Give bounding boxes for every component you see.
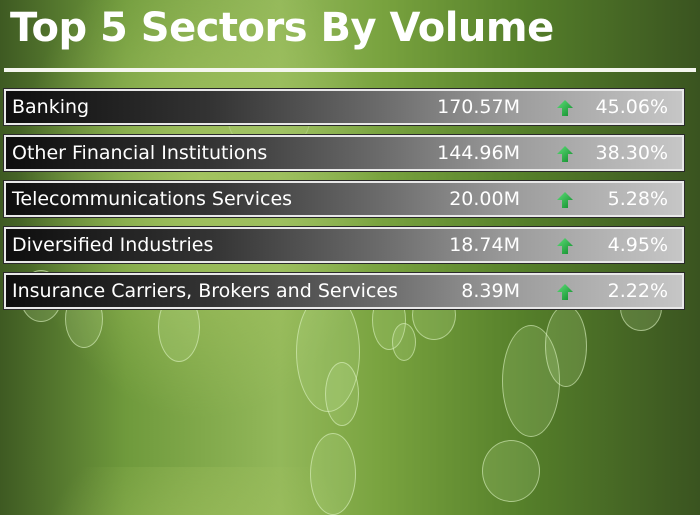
sector-volume: 18.74M — [449, 234, 520, 256]
page-title: Top 5 Sectors By Volume — [10, 5, 554, 51]
sector-list: Banking 170.57M 45.06% Other Financial I… — [3, 88, 685, 319]
up-arrow-icon — [557, 284, 573, 300]
sector-volume: 8.39M — [461, 280, 520, 302]
sector-share: 2.22% — [607, 280, 668, 302]
title-divider — [4, 68, 696, 72]
sector-row[interactable]: Telecommunications Services 20.00M 5.28% — [3, 180, 685, 218]
sector-name: Insurance Carriers, Brokers and Services — [12, 280, 398, 302]
up-arrow-icon — [557, 146, 573, 162]
sector-share: 45.06% — [595, 96, 668, 118]
sector-row[interactable]: Other Financial Institutions 144.96M 38.… — [3, 134, 685, 172]
sector-share: 38.30% — [595, 142, 668, 164]
sector-row[interactable]: Diversified Industries 18.74M 4.95% — [3, 226, 685, 264]
up-arrow-icon — [557, 238, 573, 254]
sector-volume: 20.00M — [449, 188, 520, 210]
sector-name: Telecommunications Services — [12, 188, 293, 210]
sector-row[interactable]: Insurance Carriers, Brokers and Services… — [3, 272, 685, 310]
sector-volume: 144.96M — [437, 142, 520, 164]
sector-name: Banking — [12, 96, 90, 118]
sector-name: Diversified Industries — [12, 234, 214, 256]
sector-share: 5.28% — [607, 188, 668, 210]
up-arrow-icon — [557, 192, 573, 208]
sector-share: 4.95% — [607, 234, 668, 256]
up-arrow-icon — [557, 100, 573, 116]
sector-row[interactable]: Banking 170.57M 45.06% — [3, 88, 685, 126]
sector-name: Other Financial Institutions — [12, 142, 268, 164]
sector-volume: 170.57M — [437, 96, 520, 118]
